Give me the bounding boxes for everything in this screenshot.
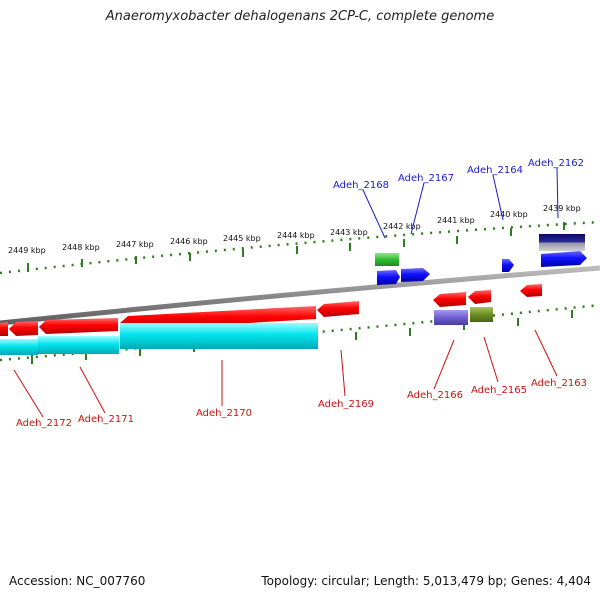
- gene-adeh-2164: [502, 259, 514, 272]
- genome-backbone: [0, 265, 600, 326]
- accession-text: Accession: NC_007760: [9, 574, 146, 588]
- tick-label: 2443 kbp: [330, 228, 368, 237]
- tick-label: 2446 kbp: [170, 237, 208, 246]
- map-title: Anaeromyxobacter dehalogenans 2CP-C, com…: [105, 9, 495, 24]
- tick-label: 2445 kbp: [223, 234, 261, 243]
- tick-label: 2449 kbp: [8, 246, 46, 255]
- cds-band-mid: [38, 336, 119, 354]
- gene-adeh-2170: [39, 318, 118, 334]
- gene-adeh-2166: [433, 292, 466, 307]
- tick-label: 2439 kbp: [543, 204, 581, 213]
- gene-adeh-2163: [520, 284, 542, 297]
- tick-label: 2444 kbp: [277, 231, 315, 240]
- tick-label: 2448 kbp: [62, 243, 100, 252]
- gene-adeh-2168-arrow: [377, 270, 400, 285]
- bottom-leaders: [13, 329, 558, 418]
- tick-labels: 2449 kbp 2448 kbp 2447 kbp 2446 kbp 2445…: [8, 204, 581, 255]
- cds-band-left: [0, 339, 38, 355]
- gene-label: Adeh_2169: [318, 399, 374, 410]
- gene-adeh-2167: [401, 268, 430, 282]
- gene-label: Adeh_2166: [407, 390, 463, 401]
- top-scale: [0, 220, 600, 275]
- genome-summary-text: Topology: circular; Length: 5,013,479 bp…: [261, 574, 591, 588]
- bottom-gene-labels: Adeh_2172 Adeh_2171 Adeh_2170 Adeh_2169 …: [16, 378, 587, 429]
- gene-label: Adeh_2171: [78, 414, 134, 425]
- gene-adeh-2166-box: [434, 310, 468, 325]
- reverse-genes: [0, 284, 542, 355]
- gene-adeh-2168: [375, 253, 399, 266]
- gene-adeh-2171: [9, 321, 38, 336]
- gene-label: Adeh_2170: [196, 408, 252, 419]
- gene-label: Adeh_2162: [528, 158, 584, 169]
- gene-label: Adeh_2168: [333, 180, 389, 191]
- forward-genes: [375, 234, 587, 285]
- top-leaders: [362, 167, 559, 239]
- tick-label: 2440 kbp: [490, 210, 528, 219]
- gene-label: Adeh_2167: [398, 173, 454, 184]
- tick-label: 2441 kbp: [437, 216, 475, 225]
- gene-adeh-2165: [468, 290, 491, 304]
- cds-band-right: [120, 323, 318, 349]
- gene-adeh-2162-top: [539, 234, 585, 251]
- gene-label: Adeh_2172: [16, 418, 72, 429]
- gene-label: Adeh_2163: [531, 378, 587, 389]
- gene-adeh-2165-box: [470, 307, 493, 322]
- top-gene-labels: Adeh_2168 Adeh_2167 Adeh_2164 Adeh_2162: [333, 158, 584, 191]
- gene-label: Adeh_2164: [467, 165, 523, 176]
- gene-adeh-2162: [541, 251, 587, 267]
- gene-adeh-2169b: [317, 301, 359, 317]
- gene-adeh-2172: [0, 322, 8, 336]
- tick-label: 2442 kbp: [383, 222, 421, 231]
- tick-label: 2447 kbp: [116, 240, 154, 249]
- gene-label: Adeh_2165: [471, 385, 527, 396]
